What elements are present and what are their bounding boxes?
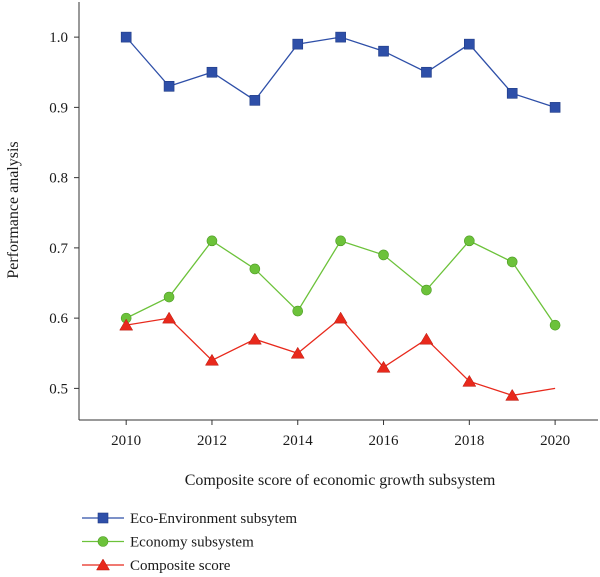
data-point [292, 305, 304, 317]
data-point [419, 332, 434, 345]
data-point [376, 360, 391, 373]
y-tick-label: 0.6 [49, 311, 68, 327]
data-point [421, 66, 432, 78]
x-tick-label: 2012 [197, 433, 227, 449]
legend-label: Eco-Environment subsytem [130, 511, 297, 527]
series-layer [119, 31, 561, 401]
y-tick-label: 0.9 [49, 100, 68, 116]
data-point [421, 284, 432, 296]
series-2 [120, 235, 561, 331]
data-point [549, 102, 561, 113]
data-point [462, 374, 477, 387]
data-point [333, 311, 348, 324]
data-point [290, 346, 305, 359]
data-point [249, 263, 261, 275]
data-point [249, 95, 261, 106]
data-point [163, 291, 175, 303]
x-tick-label: 2016 [369, 433, 400, 449]
x-tick-label: 2018 [454, 433, 484, 449]
legend-marker [97, 512, 109, 524]
data-point [206, 66, 218, 78]
axes: 0.5 0.6 0.7 0.8 0.9 1.0 2010 2012 2014 2016 2018 20… [49, 2, 598, 449]
data-point [162, 311, 177, 324]
data-point [120, 31, 132, 43]
data-point [378, 45, 389, 57]
data-point [378, 249, 389, 261]
data-point [506, 88, 518, 99]
x-tick-label: 2014 [283, 433, 314, 449]
legend-label: Economy subsystem [130, 535, 254, 551]
data-point [206, 235, 218, 247]
legend-entry: Economy subsystem [82, 535, 254, 551]
x-tick-label: 2010 [111, 433, 141, 449]
y-tick-label: 0.8 [49, 171, 68, 187]
data-point [292, 38, 304, 50]
y-tick-label: 0.7 [49, 241, 68, 257]
legend-entry: Eco-Environment subsytem [82, 511, 297, 527]
data-point [335, 235, 346, 247]
data-point [505, 388, 520, 401]
x-axis-title: Composite score of economic growth subsy… [185, 472, 496, 489]
x-tick-label: 2020 [540, 433, 570, 449]
data-point [205, 353, 219, 366]
series-3 [119, 311, 556, 401]
legend-entry: Composite score [82, 558, 231, 574]
data-point [464, 235, 475, 247]
data-point [506, 256, 518, 268]
series-line [126, 317, 556, 397]
series-line [125, 36, 556, 108]
data-point [247, 332, 262, 345]
series-1 [120, 31, 561, 113]
legend: Eco-Environment subsytem Economy subsyste… [82, 511, 297, 574]
data-point [163, 81, 175, 92]
data-point [464, 38, 475, 50]
y-axis-title: Performance analysis [5, 141, 22, 278]
data-point [549, 319, 561, 331]
legend-marker [97, 536, 109, 547]
y-tick-label: 0.5 [49, 381, 68, 397]
data-point [119, 318, 134, 331]
data-point [335, 31, 346, 43]
y-tick-label: 1.0 [49, 30, 68, 46]
legend-marker [96, 558, 110, 571]
legend-label: Composite score [130, 558, 231, 574]
